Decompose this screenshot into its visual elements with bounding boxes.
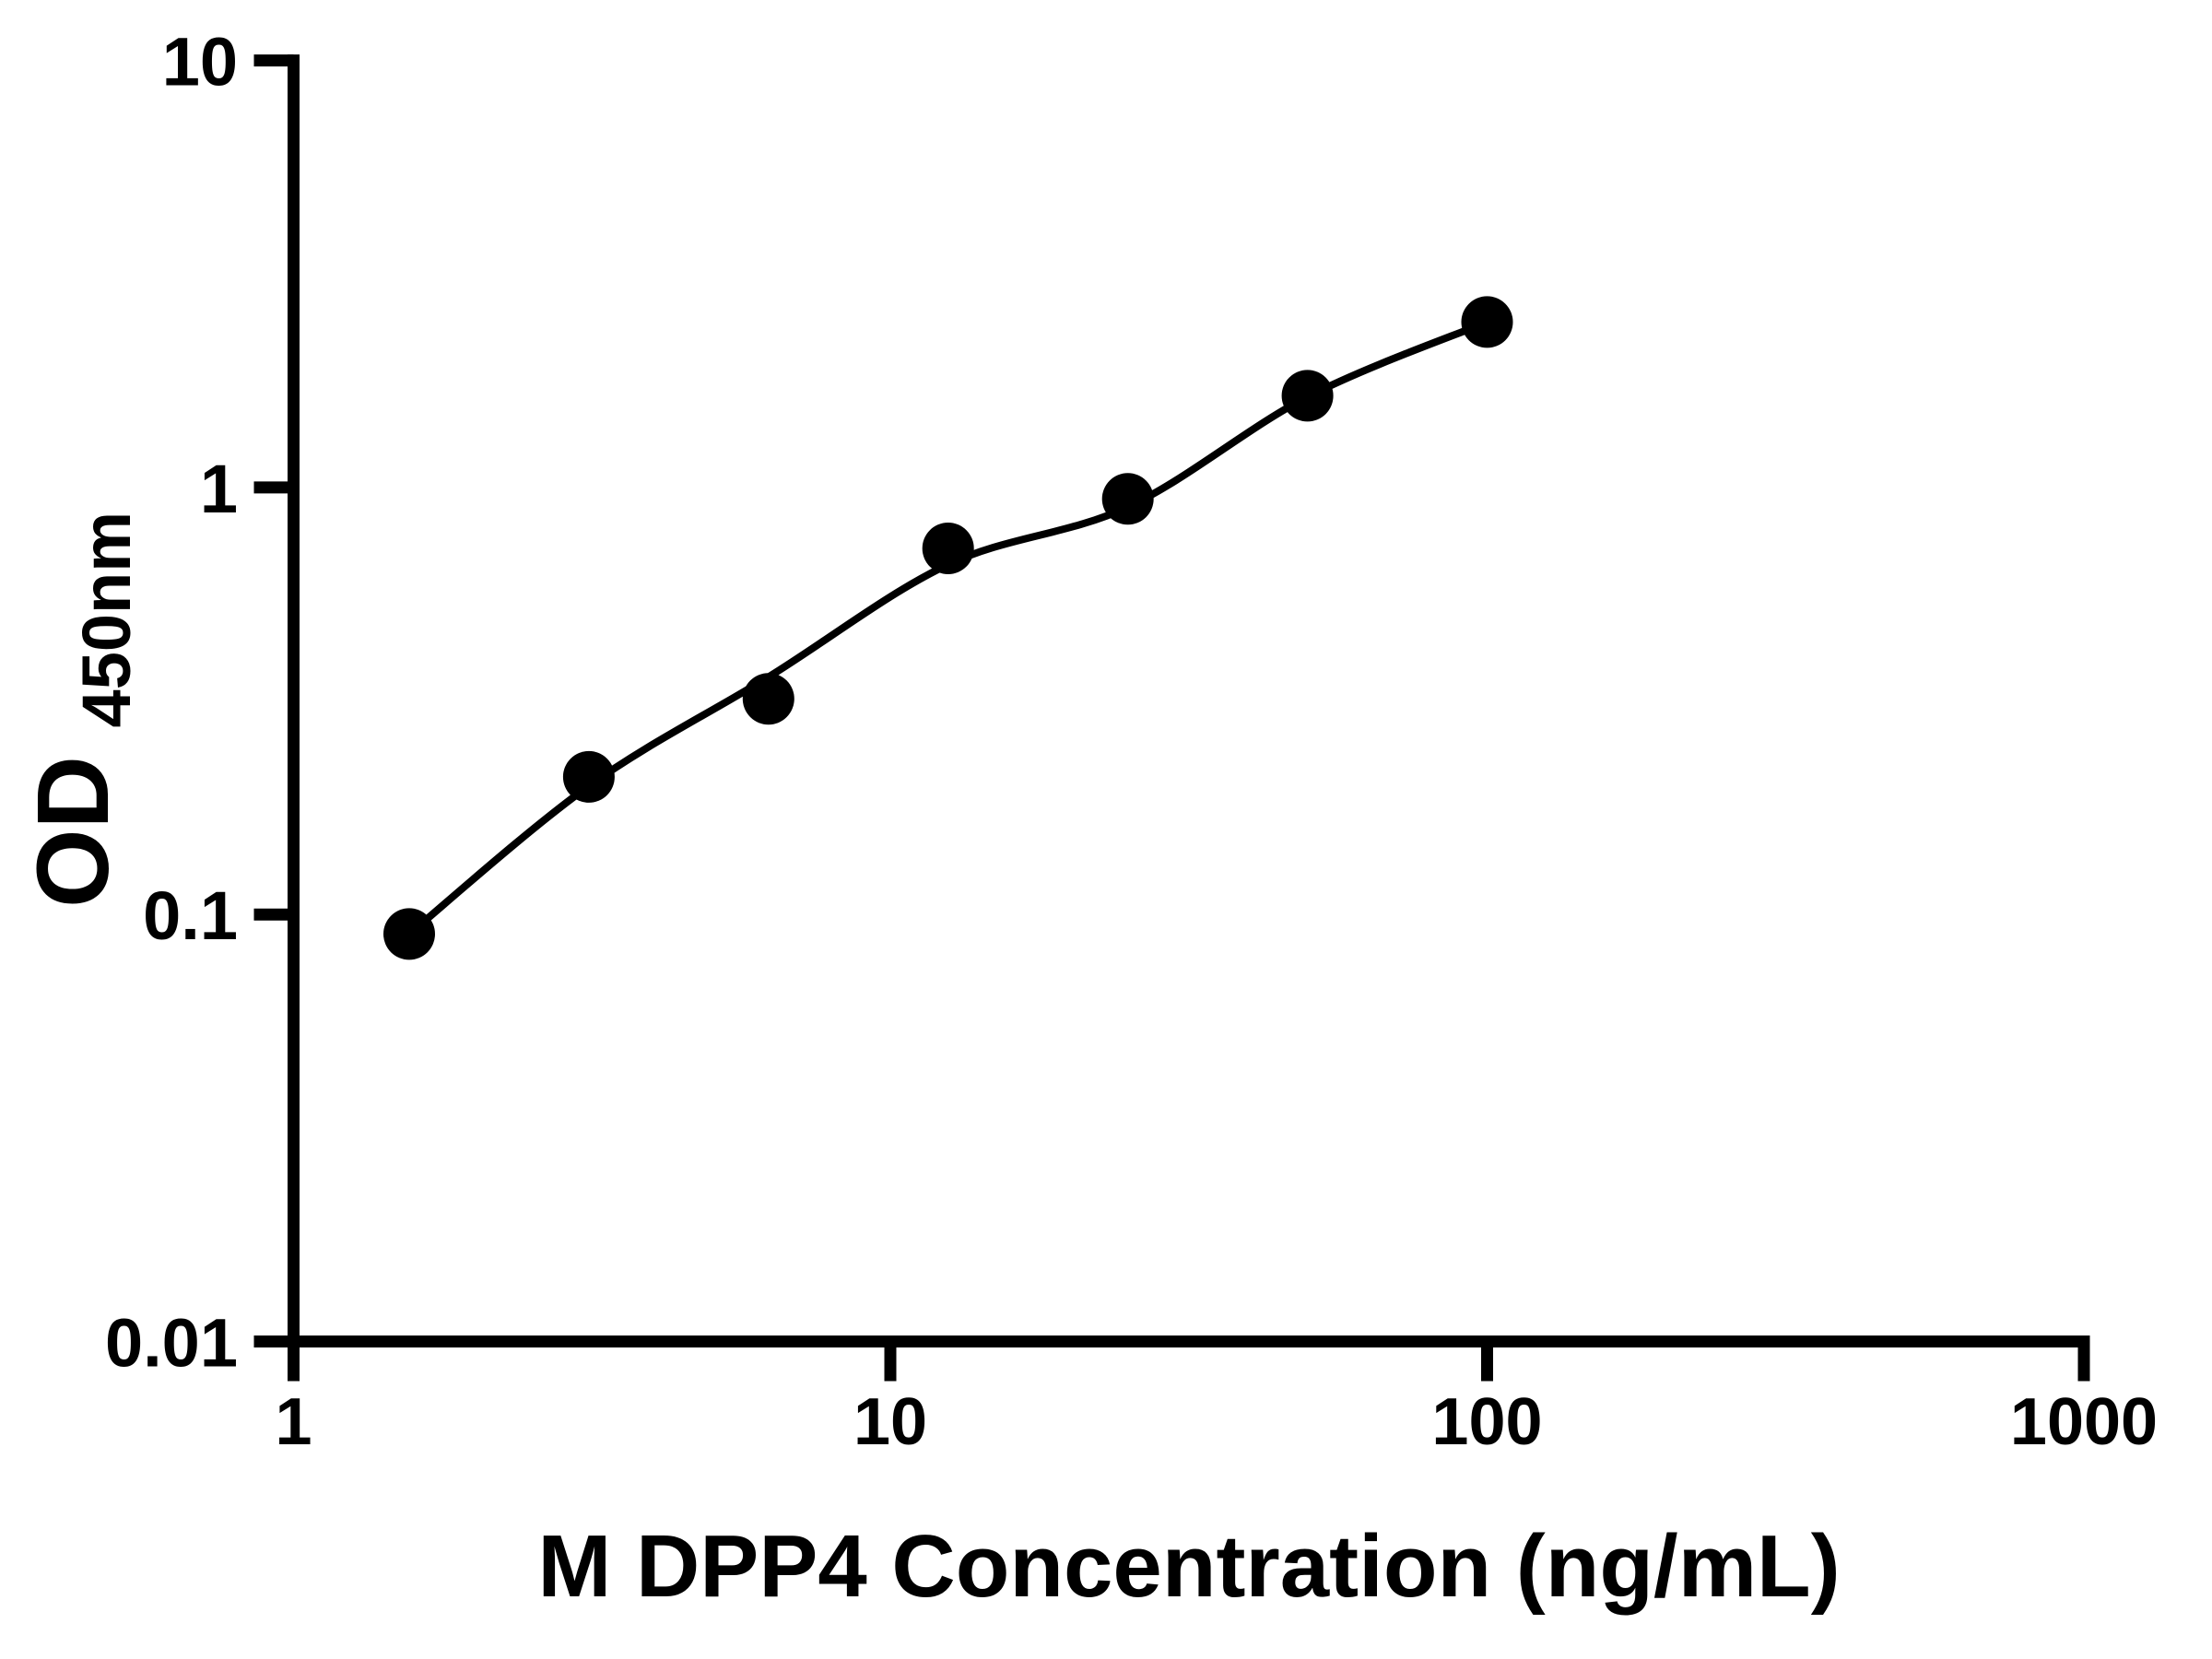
x-tick-label: 10 [853, 1385, 927, 1459]
y-axis-title-subscript: 450nm [68, 512, 145, 727]
y-axis-title: OD 450nm [17, 512, 145, 908]
data-point [1101, 473, 1154, 525]
x-tick-label: 100 [1431, 1385, 1542, 1459]
x-tick-label: 1 [275, 1385, 312, 1459]
data-point [922, 523, 974, 574]
data-points [383, 296, 1513, 960]
y-axis-tick-labels: 10 1 0.1 0.01 [105, 24, 238, 1382]
axes [288, 54, 2090, 1347]
y-tick-label: 0.1 [143, 877, 238, 954]
x-tick-label: 1000 [2010, 1385, 2158, 1459]
y-tick-label: 1 [200, 451, 238, 527]
data-point [742, 673, 794, 725]
data-point [1281, 370, 1334, 422]
x-axis-tick-labels: 1 10 100 1000 [275, 1385, 2158, 1459]
y-tick-label: 10 [162, 24, 238, 100]
data-point [562, 750, 615, 803]
y-axis-title-main: OD [17, 756, 130, 908]
x-axis-ticks [288, 1341, 2090, 1382]
x-axis-title: M DPP4 Concentration (ng/mL) [537, 1517, 1840, 1616]
data-point [1461, 296, 1513, 348]
data-point [383, 908, 435, 960]
y-tick-label: 0.01 [105, 1305, 238, 1382]
y-axis-ticks [253, 54, 294, 1347]
